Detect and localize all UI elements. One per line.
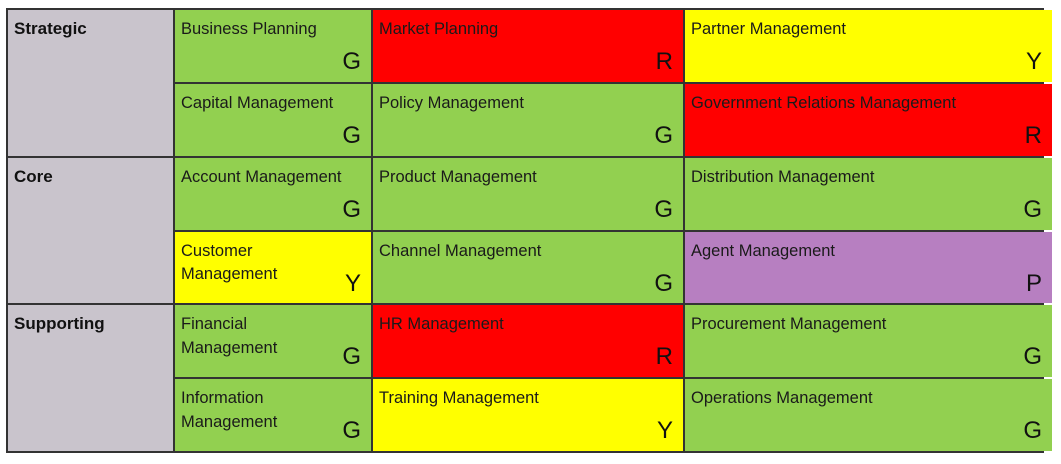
rating-badge: G bbox=[342, 343, 361, 371]
capability-cell: HR Management R bbox=[373, 305, 683, 378]
rating-badge: G bbox=[654, 195, 673, 223]
rating-badge: G bbox=[342, 417, 361, 445]
rating-badge: Y bbox=[1025, 48, 1042, 76]
capability-cell: Channel Management G bbox=[373, 231, 683, 304]
capability-cell: Market Planning R bbox=[373, 10, 683, 82]
capability-cell: Partner Management Y bbox=[685, 10, 1052, 82]
rating-badge: G bbox=[1023, 195, 1042, 223]
capability-name: Channel Management bbox=[379, 241, 542, 260]
tier-label: Supporting bbox=[8, 305, 173, 451]
capability-heatmap: Strategic Business Planning G Market Planni… bbox=[6, 8, 1052, 453]
rating-badge: G bbox=[342, 195, 361, 223]
capability-cell: Information Management G bbox=[175, 379, 371, 451]
rating-badge: G bbox=[342, 121, 361, 149]
capability-name: Agent Management bbox=[691, 241, 836, 260]
capability-name: HR Management bbox=[379, 315, 504, 334]
capability-name: Capital Management bbox=[181, 93, 334, 112]
capability-name: Procurement Management bbox=[691, 315, 887, 334]
capability-cell: Customer Management Y bbox=[175, 231, 371, 304]
capability-cell: Financial Management G bbox=[175, 305, 371, 378]
capability-name: Operations Management bbox=[691, 389, 873, 408]
capability-cell: Government Relations Management R bbox=[685, 83, 1052, 156]
capability-name: Business Planning bbox=[181, 20, 317, 38]
tier-label: Strategic bbox=[8, 10, 173, 156]
capability-cell: Operations Management G bbox=[685, 379, 1052, 451]
rating-badge: Y bbox=[344, 269, 361, 297]
capability-name: Market Planning bbox=[379, 20, 499, 38]
rating-badge: R bbox=[655, 343, 673, 371]
rating-badge: G bbox=[342, 48, 361, 76]
rating-badge: R bbox=[655, 48, 673, 76]
capability-cell: Business Planning G bbox=[175, 10, 371, 82]
tier-label: Core bbox=[8, 157, 173, 304]
capability-cell: Capital Management G bbox=[175, 83, 371, 156]
capability-name: Training Management bbox=[379, 389, 539, 408]
rating-badge: G bbox=[1023, 417, 1042, 445]
capability-name: Financial Management bbox=[181, 315, 278, 358]
capability-cell: Distribution Management G bbox=[685, 157, 1052, 230]
capability-cell: Procurement Management G bbox=[685, 305, 1052, 378]
capability-name: Policy Management bbox=[379, 93, 524, 112]
capability-cell: Agent Management P bbox=[685, 231, 1052, 304]
capability-cell: Product Management G bbox=[373, 157, 683, 230]
capability-name: Distribution Management bbox=[691, 167, 875, 186]
capability-name: Information Management bbox=[181, 389, 278, 432]
rating-badge: G bbox=[1023, 343, 1042, 371]
capability-name: Government Relations Management bbox=[691, 93, 957, 112]
capability-name: Partner Management bbox=[691, 20, 847, 38]
capability-cell: Training Management Y bbox=[373, 379, 683, 451]
capability-name: Account Management bbox=[181, 167, 342, 186]
capability-name: Product Management bbox=[379, 167, 537, 186]
capability-name: Customer Management bbox=[181, 241, 278, 284]
capability-cell: Policy Management G bbox=[373, 83, 683, 156]
rating-badge: G bbox=[654, 269, 673, 297]
rating-badge: P bbox=[1025, 269, 1042, 297]
rating-badge: R bbox=[1024, 121, 1042, 149]
rating-badge: G bbox=[654, 121, 673, 149]
capability-cell: Account Management G bbox=[175, 157, 371, 230]
rating-badge: Y bbox=[656, 417, 673, 445]
